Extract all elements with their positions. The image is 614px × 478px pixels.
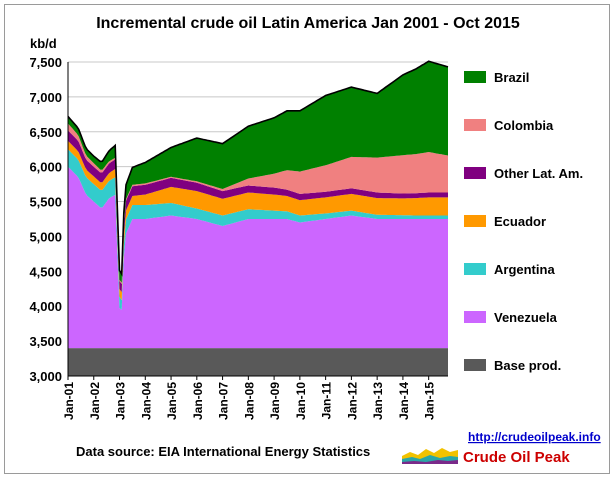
x-tick-label: Jan-08	[242, 382, 256, 420]
legend-label: Venezuela	[494, 310, 558, 325]
legend-swatch	[464, 263, 486, 275]
area-colombia	[68, 123, 448, 285]
legend-swatch	[464, 167, 486, 179]
legend-label: Base prod.	[494, 358, 561, 373]
legend-swatch	[464, 119, 486, 131]
x-tick-label: Jan-02	[88, 382, 102, 420]
legend-label: Colombia	[494, 118, 554, 133]
x-tick-label: Jan-12	[345, 382, 359, 420]
x-tick-label: Jan-06	[191, 382, 205, 420]
legend-label: Argentina	[494, 262, 555, 277]
legend: Brazil Colombia Other Lat. Am. Ecuador Argen…	[464, 70, 583, 373]
area-venezuela	[68, 166, 448, 349]
area-brazil	[68, 61, 448, 283]
legend-swatch	[464, 215, 486, 227]
legend-swatch	[464, 359, 486, 371]
x-tick-label: Jan-07	[217, 382, 231, 420]
total-edge-line	[67, 60, 449, 277]
legend-swatch	[464, 71, 486, 83]
x-tick-label: Jan-10	[294, 382, 308, 420]
y-tick-label: 7,000	[29, 90, 62, 105]
y-tick-label: 3,000	[29, 369, 62, 384]
x-tick-label: Jan-11	[320, 382, 334, 420]
y-tick-labels: 3,000 3,500 4,000 4,500 5,000 5,500 6,000 6,500…	[29, 55, 62, 384]
x-tick-label: Jan-05	[165, 382, 179, 420]
y-tick-label: 4,000	[29, 299, 62, 314]
x-tick-label: Jan-01	[62, 382, 76, 420]
data-source-note: Data source: EIA International Energy St…	[76, 444, 370, 459]
area-base-prod	[68, 348, 448, 376]
stacked-areas	[67, 60, 449, 376]
x-tick-label: Jan-15	[423, 382, 437, 420]
y-axis-unit-label: kb/d	[30, 36, 57, 51]
y-tick-label: 5,500	[29, 195, 62, 210]
y-tick-label: 5,000	[29, 229, 62, 244]
y-tick-label: 3,500	[29, 334, 62, 349]
x-tick-label: Jan-03	[114, 382, 128, 420]
chart-title: Incremental crude oil Latin America Jan …	[96, 15, 520, 32]
website-link[interactable]: http://crudeoilpeak.info	[468, 430, 601, 444]
brand-name: Crude Oil Peak	[463, 449, 570, 466]
x-tick-labels: Jan-01 Jan-02 Jan-03 Jan-04 Jan-05 Jan-06 Jan-…	[62, 382, 437, 420]
legend-label: Other Lat. Am.	[494, 166, 583, 181]
y-tick-label: 4,500	[29, 264, 62, 279]
crude-oil-peak-logo	[402, 447, 458, 464]
x-tick-label: Jan-04	[139, 382, 153, 420]
x-tick-label: Jan-13	[371, 382, 385, 420]
y-tick-label: 7,500	[29, 55, 62, 70]
legend-swatch	[464, 311, 486, 323]
legend-label: Brazil	[494, 70, 529, 85]
y-tick-label: 6,500	[29, 125, 62, 140]
legend-label: Ecuador	[494, 214, 546, 229]
axes	[67, 62, 448, 380]
x-tick-label: Jan-09	[268, 382, 282, 420]
x-tick-label: Jan-14	[397, 382, 411, 420]
y-tick-label: 6,000	[29, 160, 62, 175]
